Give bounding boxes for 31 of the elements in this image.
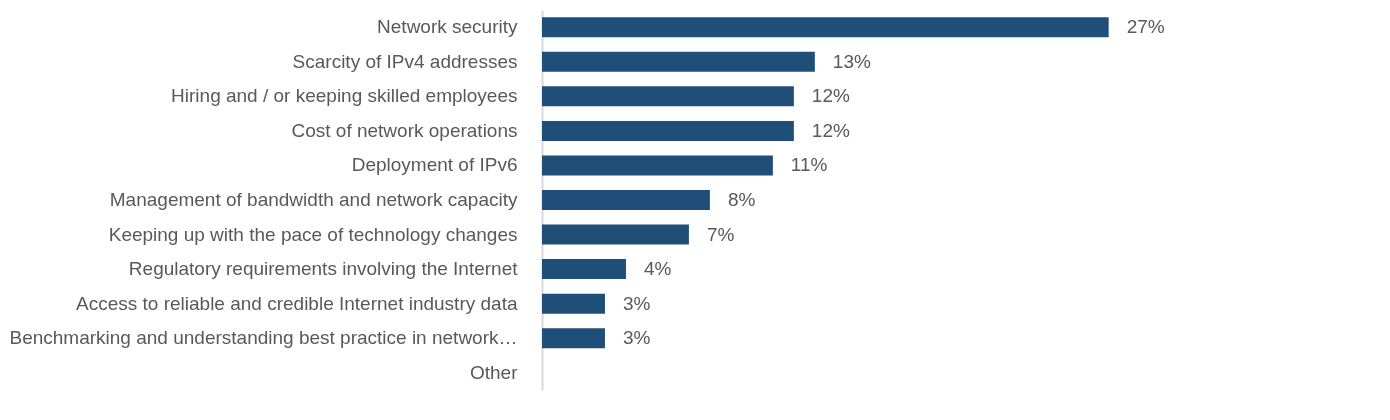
y-tick-label: Management of bandwidth and network capacity [109,189,518,210]
data-label: 3% [622,327,651,349]
bar [542,51,815,72]
y-tick-label: Network security [377,16,518,38]
y-tick-label: Cost of network operations [291,119,518,141]
bar [542,293,605,314]
y-tick-label: Benchmarking and understanding best practice in network… [9,327,518,349]
bar [542,86,794,107]
y-tick-label: Access to reliable and credible Internet industry data [76,292,518,314]
data-label: 13% [832,50,871,72]
y-tick-label: Other [469,361,519,383]
bar [542,259,626,280]
data-label: 12% [811,119,850,141]
data-label: 4% [643,258,672,280]
y-tick-label: Deployment of IPv6 [351,154,518,176]
y-tick-label: Hiring and / or keeping skilled employees [171,85,518,107]
data-label: 3% [622,292,651,314]
data-label: 8% [727,189,756,210]
bar [542,155,773,176]
y-tick-label: Keeping up with the pace of technology changes [108,223,518,245]
y-tick-label: Scarcity of IPv4 addresses [292,50,518,72]
data-label: 7% [706,223,735,245]
data-label: 12% [811,85,850,107]
data-label: 11% [790,154,828,176]
bar [542,328,605,349]
bar [542,190,710,210]
y-tick-label: Regulatory requirements involving the Internet [128,258,519,280]
bar [542,224,689,245]
bar [542,17,1109,38]
bar [542,120,794,141]
data-label: 27% [1126,16,1165,38]
